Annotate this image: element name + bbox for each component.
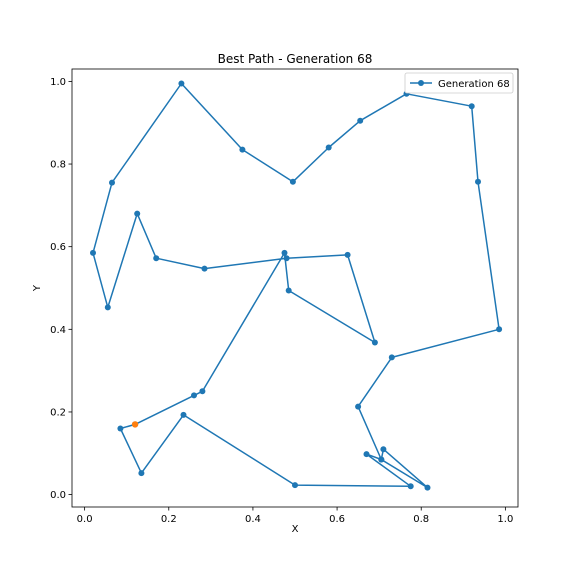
y-tick-label: 0.6 — [50, 242, 66, 253]
legend-label: Generation 68 — [438, 79, 510, 90]
data-point — [199, 388, 206, 395]
x-tick-label: 0.2 — [161, 514, 177, 525]
legend: Generation 68 — [404, 72, 514, 94]
data-point — [378, 456, 385, 463]
data-point — [355, 403, 362, 410]
data-point — [117, 425, 124, 432]
data-point — [178, 80, 185, 87]
data-point — [180, 411, 187, 418]
y-axis-ticks: 0.0 0.2 0.4 0.6 0.8 1.0 — [50, 77, 72, 501]
data-point — [380, 446, 387, 453]
data-point — [90, 249, 96, 256]
data-point — [325, 144, 332, 151]
x-tick-label: 0.8 — [413, 514, 429, 525]
plot-frame — [71, 68, 519, 508]
data-point — [357, 117, 364, 124]
y-tick-label: 1.0 — [50, 77, 66, 88]
chart-title: Best Path - Generation 68 — [218, 52, 373, 66]
x-axis-label: X — [292, 524, 299, 535]
x-tick-label: 0.0 — [77, 514, 93, 525]
data-point — [407, 483, 414, 490]
data-point — [468, 103, 475, 110]
data-point — [134, 210, 141, 217]
data-point — [292, 482, 298, 489]
data-point — [371, 339, 378, 346]
series-line — [92, 82, 500, 489]
x-tick-label: 0.6 — [329, 514, 345, 525]
data-point — [475, 178, 481, 185]
y-tick-label: 0.8 — [50, 160, 66, 171]
y-axis-label: Y — [32, 284, 43, 292]
data-point — [283, 255, 290, 262]
data-point — [281, 249, 288, 256]
data-point — [363, 451, 370, 458]
data-point — [104, 304, 111, 311]
data-point — [138, 470, 145, 477]
legend-box — [404, 72, 514, 94]
x-tick-label: 0.4 — [245, 514, 261, 525]
y-tick-label: 0.2 — [50, 407, 66, 418]
data-point — [109, 179, 115, 186]
plot-area: 0.0 0.2 0.4 0.6 0.8 1.0 0.0 0.2 0.4 0.6 0.8 1.0 — [50, 68, 519, 525]
series-layer — [90, 80, 503, 491]
data-point — [153, 255, 160, 262]
y-tick-label: 0.4 — [50, 325, 66, 336]
data-point — [344, 251, 351, 258]
x-axis-ticks: 0.0 0.2 0.4 0.6 0.8 1.0 — [77, 507, 513, 525]
legend-marker-sample — [418, 80, 424, 86]
data-point — [191, 392, 197, 399]
data-point — [496, 326, 503, 333]
data-point — [285, 287, 292, 294]
y-tick-label: 0.0 — [50, 490, 66, 501]
start-point — [131, 421, 139, 428]
data-point — [289, 178, 296, 185]
data-point — [388, 354, 395, 361]
data-point — [239, 146, 246, 153]
x-tick-label: 1.0 — [497, 514, 513, 525]
data-point — [424, 484, 431, 491]
data-point — [201, 265, 208, 272]
